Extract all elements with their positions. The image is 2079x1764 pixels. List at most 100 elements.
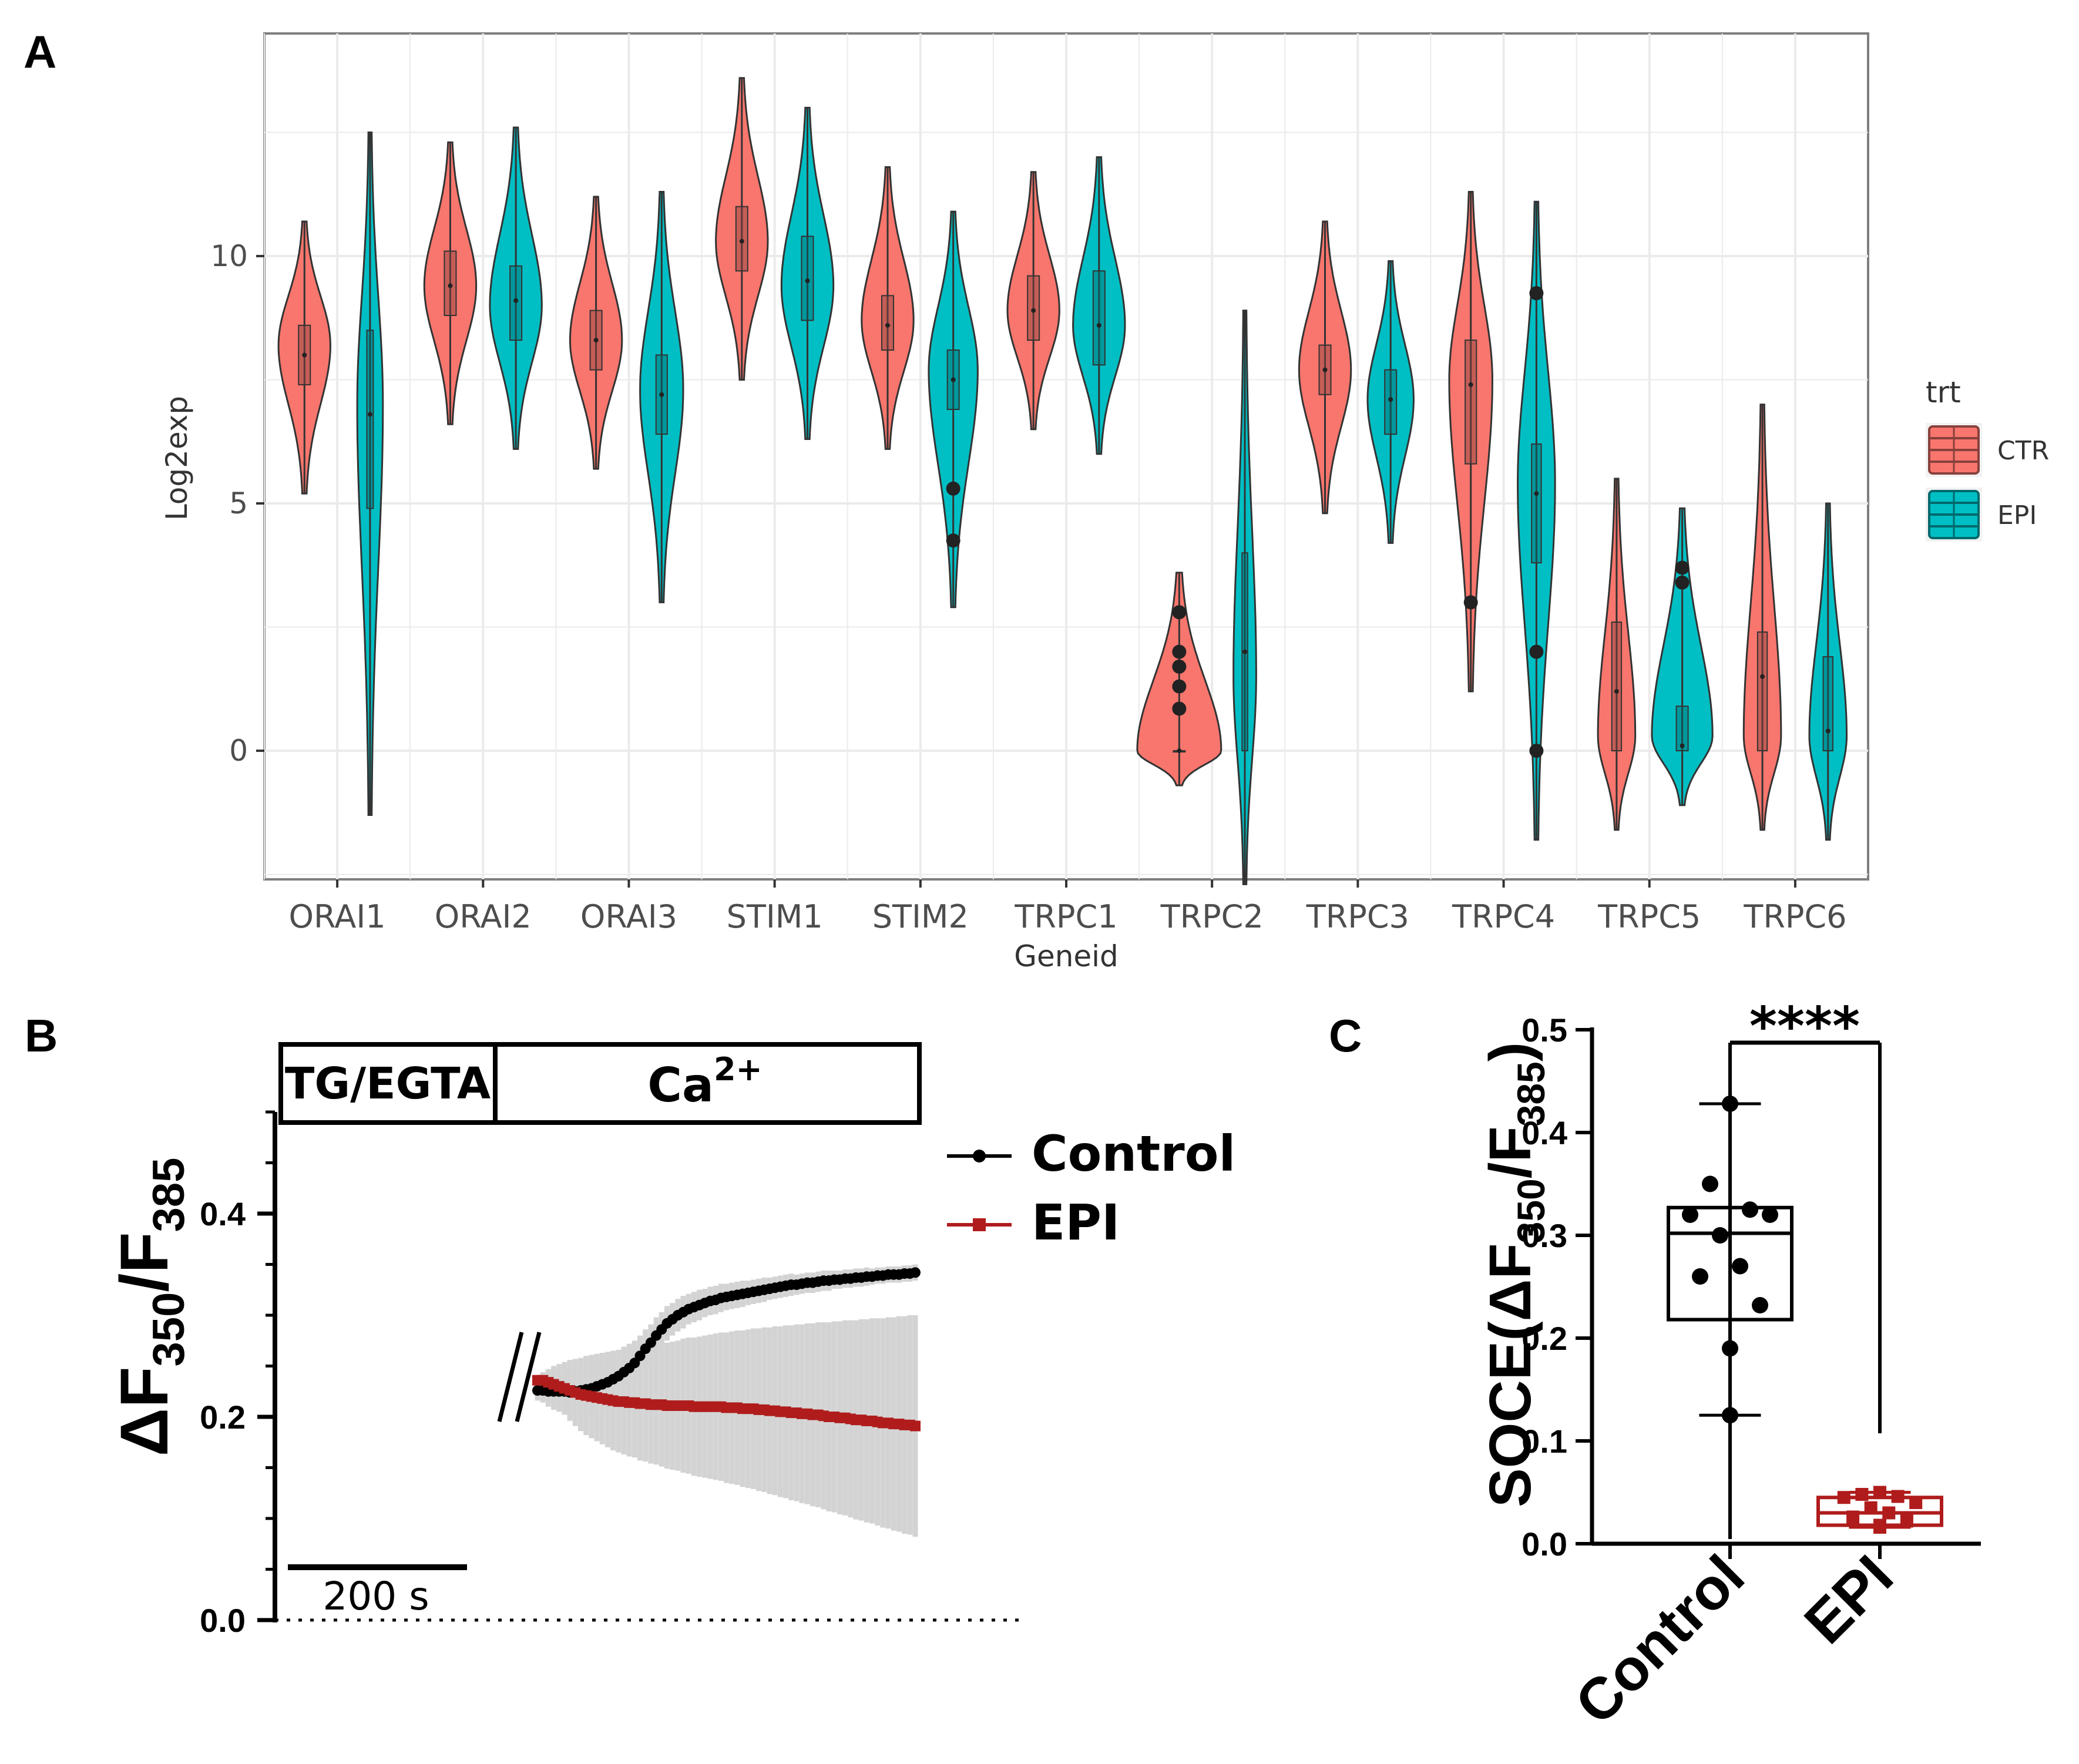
soce-y-tick-label: 0.1: [1522, 1423, 1567, 1460]
box-epi: [1816, 1486, 1943, 1534]
soce-boxes: [1667, 1096, 1943, 1534]
legend-entry-epi: EPI: [1926, 488, 2037, 542]
violin-ctr-orai3: [569, 196, 623, 470]
box-point: [1846, 1510, 1860, 1524]
violin-ctr-trpc4: [1448, 190, 1493, 693]
violin-outlier: [946, 533, 960, 548]
box-point: [1900, 1514, 1913, 1528]
box-point: [1873, 1521, 1886, 1534]
trace-y-tick-label: 0.4: [200, 1195, 246, 1232]
soce-y-tick-label: 0.5: [1522, 1012, 1567, 1049]
x-tick-epi: EPI: [1792, 1543, 1905, 1656]
violin-outlier: [1172, 605, 1187, 620]
panel-b-label: B: [25, 1010, 58, 1061]
violin-box: [1465, 340, 1477, 465]
violin-ctr-trpc5: [1597, 478, 1637, 831]
trace-ylabel-sub1: 350: [144, 1292, 194, 1367]
trace-point: [910, 1420, 921, 1432]
violin-ctr-trpc1: [1006, 171, 1060, 431]
violin-box: [1822, 656, 1833, 752]
x-tick-label: TRPC3: [1306, 898, 1409, 935]
violin-median: [1468, 382, 1473, 387]
x-tick-label: TRPC1: [1014, 898, 1117, 935]
soce-ylabel-slash: /F: [1477, 1126, 1543, 1178]
violin-median: [1680, 743, 1685, 748]
x-tick-label: TRPC6: [1743, 898, 1846, 935]
violin-box: [444, 250, 457, 316]
violin-outlier: [1172, 659, 1187, 674]
violin-epi-orai2: [489, 126, 543, 450]
ca-label: Ca2+: [647, 1051, 763, 1113]
violin-ctr-orai1: [277, 220, 331, 495]
panel-a-label: A: [23, 26, 56, 78]
violin-ctr-stim2: [861, 166, 915, 450]
violin-epi-trpc4: [1517, 200, 1556, 841]
violin-ctr-orai2: [423, 141, 478, 425]
box-point: [1864, 1501, 1878, 1514]
violin-box: [1531, 443, 1542, 564]
violin-outlier: [1529, 286, 1544, 301]
ca-superscript: 2+: [714, 1051, 763, 1088]
axis-break-mark: [497, 1332, 542, 1422]
legend-label-epi: EPI: [1997, 500, 2037, 530]
violin-epi-stim1: [780, 106, 835, 440]
trace-y-axis: 0.0 0.2 0.4: [200, 1110, 277, 1639]
violin-box: [1027, 275, 1040, 341]
violin-epi-trpc3: [1366, 260, 1415, 544]
box-point: [1702, 1175, 1718, 1192]
violin-median: [1760, 674, 1765, 679]
soce-ylabel-suffix: ): [1477, 1042, 1543, 1061]
violin-median: [1614, 689, 1619, 694]
box-point: [1891, 1490, 1905, 1503]
legend-entry-ctr: CTR: [1926, 423, 2049, 477]
violin-box: [1675, 705, 1689, 752]
box-point: [1682, 1207, 1698, 1223]
violin-median: [805, 278, 810, 284]
legend-title: trt: [1926, 375, 1961, 409]
ca-bar: [493, 1042, 922, 1125]
legend-epi-label: EPI: [1032, 1194, 1120, 1251]
trace-y-tick-label: 0.2: [200, 1399, 246, 1436]
y-tick-label: 5: [229, 486, 248, 520]
box-point: [1752, 1297, 1768, 1313]
violin-epi-trpc5: [1651, 507, 1714, 807]
box-point: [1873, 1486, 1886, 1499]
trace-point: [910, 1267, 921, 1278]
violin-box: [366, 330, 374, 509]
box-point: [1692, 1268, 1708, 1285]
violin-epi-stim2: [928, 210, 979, 609]
violin-outlier: [1675, 575, 1690, 590]
x-tick-control: Control: [1563, 1543, 1757, 1737]
trace-epi: [532, 1375, 921, 1432]
x-tick-label: ORAI2: [435, 898, 532, 935]
violin-outlier: [1172, 644, 1187, 659]
box-point: [1855, 1488, 1869, 1501]
violin-median: [1388, 397, 1393, 402]
violin-y-axis-label: Log2exp: [160, 396, 194, 520]
y-tick-label: 0: [229, 734, 248, 768]
x-tick-label: STIM1: [727, 898, 823, 935]
violin-median: [659, 392, 664, 397]
panel-c: C 0.0 0.1 0.2 0.3 0.4 0.5 **** SOCE(ΔF350/F38…: [1329, 996, 1981, 1737]
violin-outlier: [1172, 679, 1187, 694]
violin-median: [885, 322, 890, 328]
violin-ctr-trpc2: [1136, 572, 1222, 787]
violin-median: [1534, 491, 1539, 496]
violin-box: [1384, 369, 1398, 435]
violin-box: [801, 236, 814, 321]
violin-median: [1031, 308, 1036, 313]
trace-lines: [532, 1267, 921, 1432]
violin-box: [1092, 270, 1106, 366]
legend-epi: EPI: [947, 1194, 1120, 1251]
tg-egta-label: TG/EGTA: [285, 1059, 491, 1109]
trace-ylabel-slash: /F: [107, 1232, 182, 1292]
violin-median: [739, 238, 744, 244]
violin-box: [509, 265, 523, 341]
violin-epi-orai1: [356, 131, 384, 816]
box-point: [1762, 1207, 1778, 1223]
soce-ylabel-prefix: SOCE(ΔF: [1477, 1243, 1543, 1507]
box-point: [1732, 1258, 1748, 1275]
soce-y-tick-label: 0.3: [1522, 1217, 1567, 1254]
violin-box: [881, 295, 894, 351]
violin-outlier: [1463, 595, 1478, 610]
